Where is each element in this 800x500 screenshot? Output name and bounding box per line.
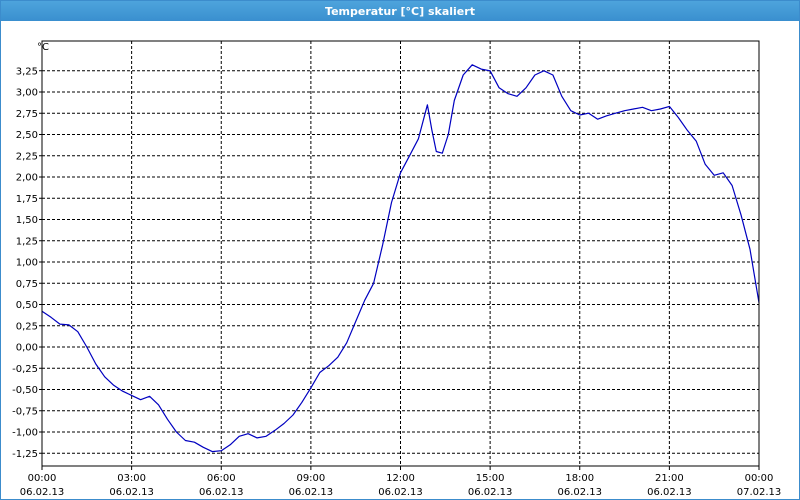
x-tick-time: 15:00	[476, 473, 505, 484]
y-tick-label: -0,25	[12, 364, 38, 375]
y-tick-label: 1,25	[16, 236, 38, 247]
y-tick-label: 3,00	[16, 88, 38, 99]
x-tick-time: 00:00	[28, 473, 57, 484]
y-tick-label: -0,50	[12, 385, 38, 396]
x-tick-date: 06.02.13	[378, 487, 423, 498]
x-tick-date: 06.02.13	[20, 487, 65, 498]
x-tick-date: 06.02.13	[468, 487, 513, 498]
x-tick-time: 00:00	[745, 473, 774, 484]
y-tick-label: 0,75	[16, 279, 38, 290]
x-tick-time: 09:00	[296, 473, 325, 484]
y-tick-label: 0,25	[16, 321, 38, 332]
y-tick-label: 2,75	[16, 109, 38, 120]
y-tick-label: 0,00	[16, 343, 38, 354]
y-tick-label: -0,75	[12, 406, 38, 417]
window-title: Temperatur [°C] skaliert	[1, 1, 799, 21]
y-tick-label: 1,50	[16, 215, 38, 226]
x-tick-date: 06.02.13	[647, 487, 692, 498]
x-tick-time: 21:00	[655, 473, 684, 484]
x-tick-time: 03:00	[117, 473, 146, 484]
y-tick-label: 2,50	[16, 130, 38, 141]
y-tick-label: -1,25	[12, 449, 38, 460]
y-tick-label: -1,00	[12, 428, 38, 439]
y-axis-ticks: 3,25 3,00 2,75 2,50 2,25 2,00 1,75 1,50 1,25 1,00…	[12, 66, 38, 460]
y-tick-label: 3,25	[16, 66, 38, 77]
y-tick-label: 1,75	[16, 194, 38, 205]
x-tick-date: 06.02.13	[557, 487, 602, 498]
x-tick-date: 07.02.13	[737, 487, 782, 498]
x-tick-date: 06.02.13	[199, 487, 244, 498]
y-axis-label: °C	[37, 42, 49, 53]
y-tick-label: 2,00	[16, 173, 38, 184]
y-tick-label: 0,50	[16, 300, 38, 311]
grid-lines	[39, 41, 760, 470]
temperature-chart: 3,25 3,00 2,75 2,50 2,25 2,00 1,75 1,50 1,25 1,00…	[12, 40, 782, 498]
x-tick-time: 18:00	[565, 473, 594, 484]
x-tick-time: 12:00	[386, 473, 415, 484]
x-tick-date: 06.02.13	[109, 487, 154, 498]
series-group	[41, 64, 760, 453]
x-tick-time: 06:00	[207, 473, 236, 484]
x-tick-date: 06.02.13	[289, 487, 334, 498]
y-tick-label: 1,00	[16, 258, 38, 269]
temperature-series-line	[41, 64, 760, 453]
x-axis-ticks: 00:00 06.02.13 03:00 06.02.13 06:00 06.02.13 0…	[20, 473, 782, 498]
y-tick-label: 2,25	[16, 151, 38, 162]
plot-frame	[41, 40, 760, 467]
